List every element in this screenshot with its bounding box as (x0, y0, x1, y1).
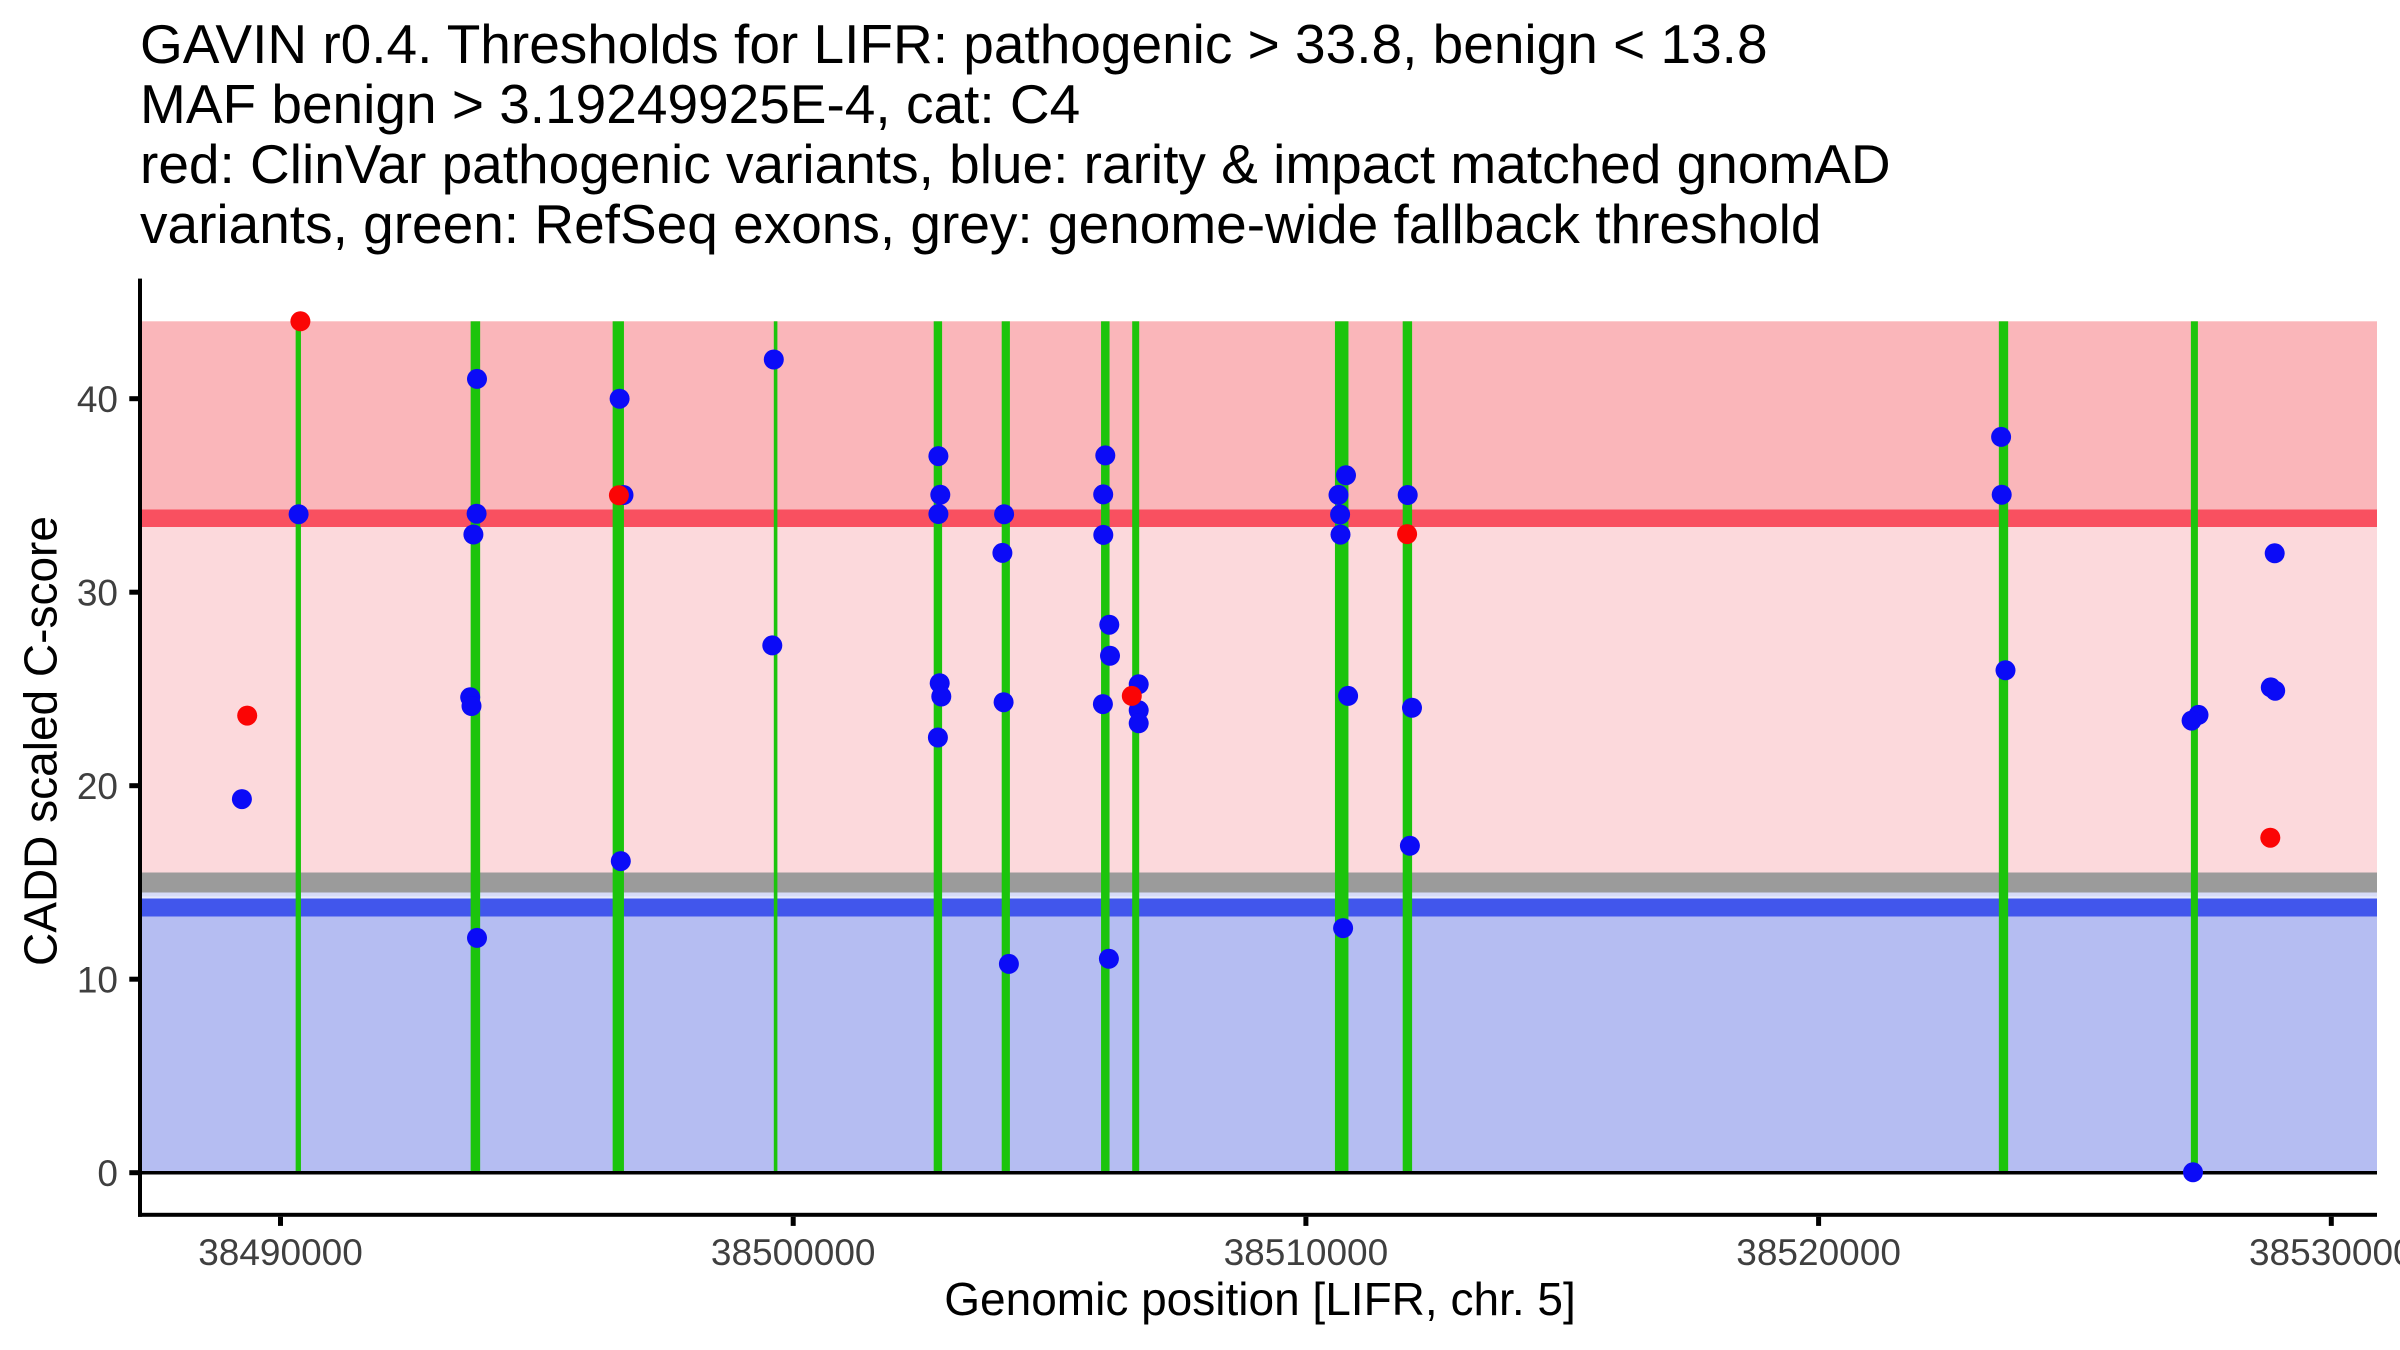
svg-text:38530000: 38530000 (2249, 1232, 2400, 1273)
svg-text:Genomic position [LIFR, chr. 5: Genomic position [LIFR, chr. 5] (944, 1273, 1576, 1325)
svg-text:variants, green: RefSeq exons,: variants, green: RefSeq exons, grey: gen… (140, 193, 1821, 255)
svg-text:40: 40 (77, 379, 118, 420)
svg-text:38490000: 38490000 (198, 1232, 363, 1273)
svg-text:10: 10 (77, 960, 118, 1001)
svg-text:GAVIN r0.4. Thresholds for LIF: GAVIN r0.4. Thresholds for LIFR: pathoge… (140, 13, 1768, 75)
svg-text:red: ClinVar pathogenic varian: red: ClinVar pathogenic variants, blue: … (140, 133, 1891, 195)
svg-text:0: 0 (97, 1153, 118, 1194)
svg-text:30: 30 (77, 573, 118, 614)
svg-text:MAF benign > 3.19249925E-4, ca: MAF benign > 3.19249925E-4, cat: C4 (140, 73, 1080, 135)
svg-text:CADD scaled C-score: CADD scaled C-score (15, 516, 67, 966)
svg-text:38520000: 38520000 (1736, 1232, 1901, 1273)
svg-text:38500000: 38500000 (711, 1232, 876, 1273)
svg-text:20: 20 (77, 766, 118, 807)
svg-text:38510000: 38510000 (1224, 1232, 1389, 1273)
